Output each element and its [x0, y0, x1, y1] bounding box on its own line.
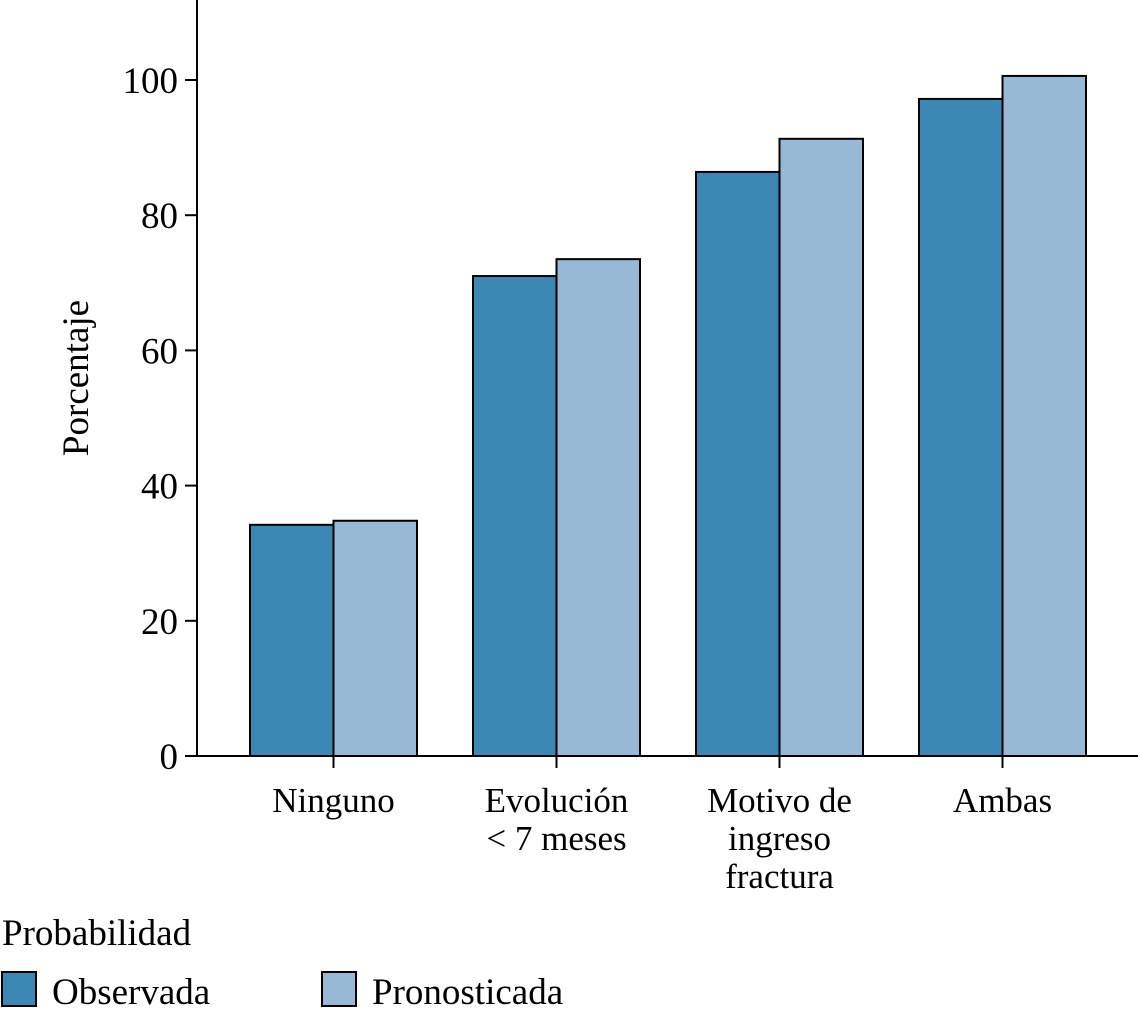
legend-label-observada: Observada	[52, 972, 210, 1013]
bar-observada-2	[472, 275, 558, 757]
y-tick-label: 100	[123, 61, 179, 102]
bar-pronosticada-3	[778, 137, 864, 757]
bar-observada-1	[249, 523, 335, 757]
x-tick-label: < 7 meses	[486, 819, 626, 858]
bar-observada-3	[695, 170, 781, 758]
bar-pronosticada-1	[332, 519, 418, 758]
y-tick-label: 0	[160, 737, 179, 778]
x-tick-label: Ninguno	[272, 781, 395, 820]
bar-observada-4	[918, 97, 1004, 758]
y-tick-label: 20	[141, 602, 178, 643]
legend-label-pronosticada: Pronosticada	[372, 972, 563, 1013]
bar-pronosticada-2	[555, 258, 641, 757]
legend-swatch-observada	[1, 971, 37, 1007]
x-tick-label: fractura	[725, 857, 834, 896]
y-tick-label: 80	[141, 196, 178, 237]
y-axis-label: Porcentaje	[56, 300, 97, 456]
x-tick-label: Ambas	[953, 781, 1052, 820]
legend-title: Probabilidad	[2, 913, 192, 954]
x-tick-label: Motivo de	[707, 781, 852, 820]
x-tick-label: ingreso	[728, 819, 831, 858]
legend-swatch-pronosticada	[321, 971, 357, 1007]
y-tick-label: 40	[141, 467, 178, 508]
y-tick-label: 60	[141, 331, 178, 372]
bar-pronosticada-4	[1001, 74, 1087, 758]
x-tick-label: Evolución	[485, 781, 629, 820]
